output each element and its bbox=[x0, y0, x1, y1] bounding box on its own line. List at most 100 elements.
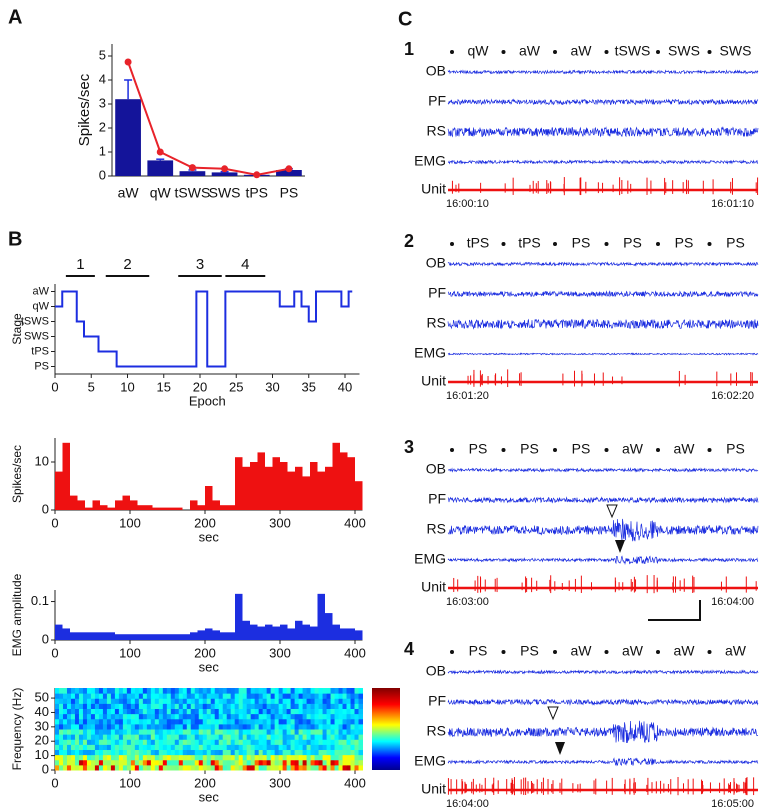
spectrogram-cell bbox=[102, 754, 108, 761]
spectrogram-cell bbox=[338, 739, 344, 745]
spectrogram-cell bbox=[342, 713, 348, 720]
separator-dot bbox=[656, 50, 660, 54]
spectrogram-cell bbox=[318, 759, 324, 766]
spectrogram-cell bbox=[150, 744, 156, 750]
spectrogram-cell bbox=[350, 723, 356, 730]
spectrogram-cell bbox=[238, 688, 244, 694]
bar bbox=[276, 170, 302, 176]
bar bbox=[100, 505, 108, 510]
spectrogram-cell bbox=[58, 729, 64, 735]
spectrogram-cell bbox=[74, 734, 80, 740]
x-tick-label: 300 bbox=[269, 775, 291, 790]
separator-dot bbox=[553, 650, 557, 654]
spectrogram-cell bbox=[270, 744, 276, 750]
spectrogram-cell bbox=[254, 759, 260, 766]
bar bbox=[212, 500, 220, 510]
spectrogram-cell bbox=[186, 749, 192, 756]
bar bbox=[242, 620, 250, 640]
spectrogram-cell bbox=[202, 703, 208, 709]
spectrogram-cell bbox=[230, 749, 236, 756]
x-tick-label: 200 bbox=[194, 515, 216, 530]
bar bbox=[257, 452, 265, 510]
channel-label: OB bbox=[426, 461, 446, 477]
spectrogram-cell bbox=[106, 703, 112, 709]
spectrogram-cell bbox=[290, 754, 296, 761]
spectrogram-cell bbox=[346, 713, 352, 720]
spectrogram-cell bbox=[154, 698, 160, 704]
spectrogram-cell bbox=[262, 698, 268, 704]
spectrogram-cell bbox=[178, 729, 184, 735]
spectrogram-cell bbox=[226, 729, 232, 735]
spectrogram-cell bbox=[158, 759, 164, 766]
spectrogram-cell bbox=[130, 744, 136, 750]
spectrogram-cell bbox=[222, 693, 228, 699]
spectrogram-cell bbox=[310, 688, 316, 694]
separator-dot bbox=[450, 650, 454, 654]
spectrogram-cell bbox=[86, 688, 92, 694]
spectrogram-cell bbox=[210, 693, 216, 699]
spectrogram-cell bbox=[194, 729, 200, 735]
spectrogram-cell bbox=[78, 749, 84, 756]
spectrogram-cell bbox=[206, 754, 212, 761]
spectrogram-cell bbox=[130, 734, 136, 740]
bar bbox=[272, 457, 280, 510]
spectrogram-cell bbox=[218, 739, 224, 745]
spectrogram-cell bbox=[55, 698, 60, 704]
spectrogram-cell bbox=[350, 718, 356, 725]
spectrogram-cell bbox=[162, 729, 168, 735]
x-tick-label: 0 bbox=[51, 515, 58, 530]
spectrogram-cell bbox=[346, 698, 352, 704]
spectrogram-cell bbox=[178, 734, 184, 740]
spectrogram-cell bbox=[62, 693, 68, 699]
spectrogram-cell bbox=[218, 754, 224, 761]
bar bbox=[137, 634, 145, 640]
spectrogram-cell bbox=[126, 723, 132, 730]
spectrogram-cell bbox=[66, 693, 72, 699]
bar bbox=[265, 624, 273, 640]
spectrogram-cell bbox=[266, 708, 272, 715]
spectrogram-cell bbox=[66, 729, 72, 735]
spectrogram-cell bbox=[350, 713, 356, 720]
spectrogram-cell bbox=[354, 744, 360, 750]
spectrogram-cell bbox=[62, 759, 68, 766]
spectrogram-cell bbox=[198, 703, 204, 709]
spectrogram-cell bbox=[302, 759, 308, 766]
spectrogram-cell bbox=[70, 708, 76, 715]
spectrogram-cell bbox=[266, 754, 272, 761]
spectrogram-cell bbox=[298, 698, 304, 704]
bar bbox=[235, 593, 243, 640]
spectrogram-cell bbox=[102, 708, 108, 715]
spectrogram-cell bbox=[82, 754, 88, 761]
spectrogram-cell bbox=[278, 688, 284, 694]
spectrogram-cell bbox=[294, 703, 300, 709]
spectrogram-cell bbox=[298, 688, 304, 694]
spectrogram-cell bbox=[190, 759, 196, 766]
spectrogram-cell bbox=[210, 744, 216, 750]
spectrogram-cell bbox=[130, 759, 136, 766]
spectrogram-cell bbox=[90, 729, 96, 735]
spectrogram-cell bbox=[174, 703, 180, 709]
spectrogram-cell bbox=[298, 718, 304, 725]
y-tick-label: 5 bbox=[99, 47, 106, 62]
spectrogram-cell bbox=[174, 734, 180, 740]
spectrogram-cell bbox=[358, 749, 363, 756]
stage-label: PS bbox=[726, 235, 745, 251]
spectrogram-cell bbox=[58, 759, 64, 766]
spectrogram-cell bbox=[302, 723, 308, 730]
spectrogram-cell bbox=[150, 688, 156, 694]
spectrogram-cell bbox=[258, 759, 264, 766]
spectrogram-cell bbox=[118, 729, 124, 735]
colorbar bbox=[372, 688, 400, 770]
spectrogram-cell bbox=[302, 718, 308, 725]
spectrogram-cell bbox=[170, 739, 176, 745]
spectrogram-cell bbox=[194, 739, 200, 745]
separator-dot bbox=[656, 448, 660, 452]
spectrogram-cell bbox=[334, 754, 340, 761]
spectrogram-cell bbox=[86, 749, 92, 756]
spectrogram-cell bbox=[258, 734, 264, 740]
spectrogram-cell bbox=[134, 708, 140, 715]
x-tick-label: SWS bbox=[209, 185, 241, 201]
spectrogram-cell bbox=[74, 754, 80, 761]
spectrogram-cell bbox=[94, 764, 100, 771]
spectrogram-cell bbox=[242, 734, 248, 740]
